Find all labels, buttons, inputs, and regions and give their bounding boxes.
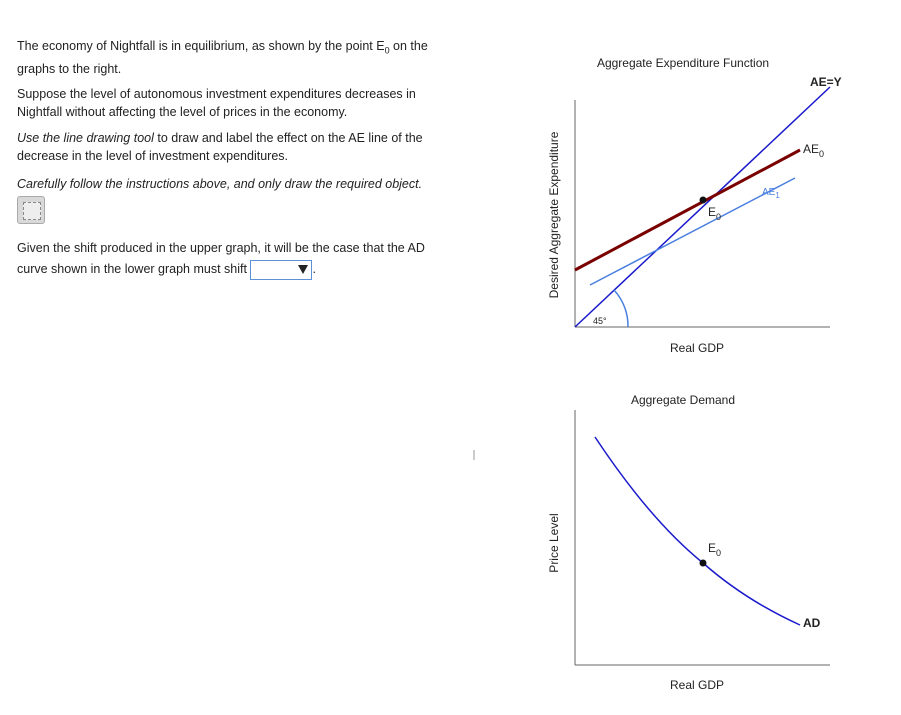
line-label: AE0 xyxy=(803,142,824,159)
subscript: 0 xyxy=(716,548,721,558)
graph-title: Aggregate Expenditure Function xyxy=(597,56,769,70)
curve-label: AD xyxy=(803,616,821,630)
point-label: E0 xyxy=(708,541,721,558)
ae-y-line xyxy=(574,86,831,328)
x-axis-label: Real GDP xyxy=(670,678,724,692)
y-axis-label: Desired Aggregate Expenditure xyxy=(547,131,561,298)
point-label: E0 xyxy=(708,205,721,222)
text: The economy of Nightfall is in equilibri… xyxy=(17,39,385,53)
shift-dropdown[interactable] xyxy=(250,259,313,280)
line-label: AE1 xyxy=(762,187,780,200)
x-axis-label: Real GDP xyxy=(670,341,724,355)
text: AE xyxy=(803,142,819,156)
subscript: 0 xyxy=(819,149,824,159)
text: AE xyxy=(762,187,776,198)
line-label: AE=Y xyxy=(810,75,842,89)
text: E xyxy=(708,205,716,219)
ae1-line xyxy=(589,177,796,286)
paragraph: Carefully follow the instructions above,… xyxy=(17,177,423,191)
equilibrium-point xyxy=(699,559,707,567)
subscript: 0 xyxy=(716,212,721,222)
ad-curve xyxy=(594,436,801,626)
graph-title: Aggregate Demand xyxy=(631,393,735,407)
paragraph: Use the line drawing tool to draw and la… xyxy=(17,129,457,165)
angle-label: 45° xyxy=(593,316,607,326)
text: E xyxy=(708,541,716,555)
text: to draw and label the effect on the AE l… xyxy=(17,131,423,163)
text: Use the line drawing tool xyxy=(17,131,154,145)
subscript: 0 xyxy=(384,45,390,56)
text: . xyxy=(312,262,316,276)
paragraph: Suppose the level of autonomous investme… xyxy=(17,87,416,119)
text: Given the shift produced in the upper gr… xyxy=(17,241,425,276)
text: on the graphs to the right. xyxy=(17,39,428,76)
paragraph: The economy of Nightfall is in equilibri… xyxy=(17,37,457,78)
y-axis-label: Price Level xyxy=(547,513,561,572)
paragraph: Given the shift produced in the upper gr… xyxy=(17,238,457,280)
equilibrium-point xyxy=(699,196,707,204)
angle-arc xyxy=(613,289,629,328)
subscript: 1 xyxy=(775,191,780,200)
line-tool-button[interactable] xyxy=(17,196,45,224)
ae0-line xyxy=(574,148,801,272)
